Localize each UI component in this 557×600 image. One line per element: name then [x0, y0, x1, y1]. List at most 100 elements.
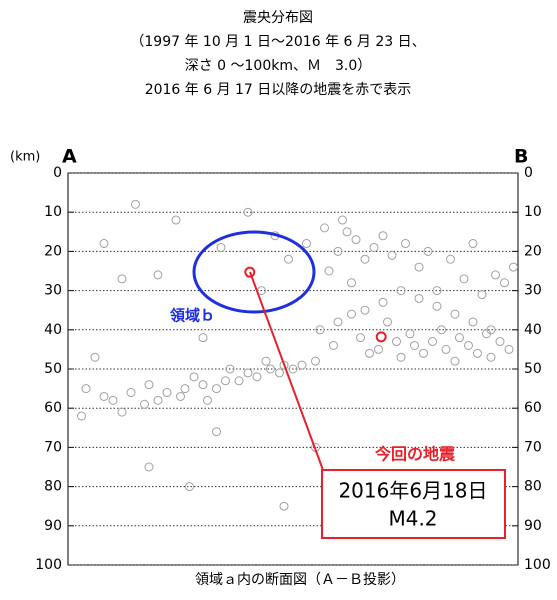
quake-point: [221, 376, 230, 386]
quake-point: [216, 242, 226, 252]
quake-point: [185, 482, 194, 492]
quake-point: [342, 227, 352, 237]
quake-point: [144, 462, 154, 472]
quake-point: [320, 223, 329, 233]
end-label: A: [62, 146, 77, 168]
quake-point: [374, 344, 383, 354]
quake-point: [244, 266, 256, 278]
quake-point: [153, 270, 163, 280]
y-tick-label: 100: [524, 557, 551, 573]
quake-point: [486, 352, 496, 362]
quake-point: [315, 325, 325, 335]
y-tick-label: 40: [524, 322, 542, 338]
quake-point: [324, 266, 334, 276]
quake-point: [117, 407, 127, 417]
quake-point: [225, 364, 235, 374]
chart-title: 震央分布図: [243, 10, 313, 26]
quake-point: [450, 356, 460, 366]
event-mag: M4.2: [388, 507, 437, 531]
quake-point: [500, 278, 509, 288]
y-tick-label: 60: [524, 400, 542, 416]
quake-point: [423, 246, 433, 256]
quake-point: [153, 395, 163, 405]
quake-point: [144, 380, 154, 390]
quake-point: [473, 348, 482, 358]
quake-point: [428, 337, 437, 347]
quake-point: [212, 427, 221, 437]
quake-point: [333, 317, 343, 327]
quake-point: [189, 372, 199, 382]
quake-point: [378, 231, 388, 241]
quake-point: [495, 337, 505, 347]
y-tick-label: 60: [44, 400, 62, 416]
quake-point: [378, 297, 388, 307]
quake-point: [441, 344, 451, 354]
quake-point: [369, 242, 379, 252]
quake-point: [176, 391, 185, 401]
quake-point: [360, 254, 370, 264]
y-tick-label: 50: [44, 361, 62, 377]
quake-point: [126, 388, 136, 398]
y-tick-label: 40: [44, 322, 62, 338]
quake-point: [437, 325, 446, 335]
subtitle: （1997 年 10 月 1 日～2016 年 6 月 23 日、: [130, 34, 425, 50]
event-box: [321, 469, 506, 539]
y-tick-label: 100: [35, 557, 62, 573]
quake-point: [279, 501, 289, 511]
quake-point: [347, 309, 356, 319]
y-tick-label: 90: [524, 518, 542, 534]
quake-point: [486, 325, 496, 335]
y-tick-label: 30: [524, 283, 542, 299]
quake-point: [297, 360, 307, 370]
quake-point: [284, 254, 293, 264]
quake-point: [171, 215, 181, 225]
quake-point: [77, 411, 86, 421]
quake-point: [198, 333, 208, 343]
quake-point: [131, 199, 140, 209]
quake-point: [333, 246, 343, 256]
y-tick-label: 90: [44, 518, 62, 534]
quake-point: [356, 333, 365, 343]
quake-point: [252, 372, 262, 382]
quake-point: [261, 356, 271, 366]
y-tick-label: 10: [524, 204, 542, 220]
quake-point: [234, 376, 244, 386]
quake-point: [99, 391, 109, 401]
quake-point: [450, 309, 460, 319]
quake-point: [117, 274, 127, 284]
y-tick-label: 30: [44, 283, 62, 299]
quake-point: [396, 286, 406, 296]
quake-point: [509, 262, 518, 272]
quake-point: [243, 207, 253, 217]
quake-point: [351, 235, 361, 245]
quake-point: [414, 293, 424, 303]
quake-point: [243, 368, 253, 378]
quake-point: [365, 348, 374, 358]
y-tick-label: 80: [44, 479, 62, 495]
y-tick-label: 50: [524, 361, 542, 377]
quake-point: [504, 344, 514, 354]
quake-point: [212, 384, 221, 394]
quake-point: [347, 278, 356, 288]
quake-point: [410, 340, 419, 350]
subtitle: 深さ 0 ～100km、Ｍ 3.0）: [185, 58, 372, 74]
quake-point: [464, 340, 473, 350]
quake-point: [203, 395, 212, 405]
region-ellipse: [192, 230, 316, 314]
quake-point: [275, 368, 284, 378]
leader-line: [249, 271, 324, 471]
quake-point: [414, 262, 424, 272]
quake-point: [446, 254, 455, 264]
quake-point: [468, 239, 478, 249]
y-axis-label: (km): [10, 150, 40, 165]
quake-point: [329, 340, 338, 350]
quake-point: [288, 364, 298, 374]
y-tick-label: 70: [524, 439, 542, 455]
x-axis-label: 領域ａ内の断面図（Ａ－Ｂ投影）: [195, 571, 405, 588]
quake-point: [468, 317, 478, 327]
quake-point: [140, 399, 149, 409]
quake-point: [108, 395, 118, 405]
quake-point: [198, 380, 208, 390]
y-tick-label: 20: [524, 243, 542, 259]
